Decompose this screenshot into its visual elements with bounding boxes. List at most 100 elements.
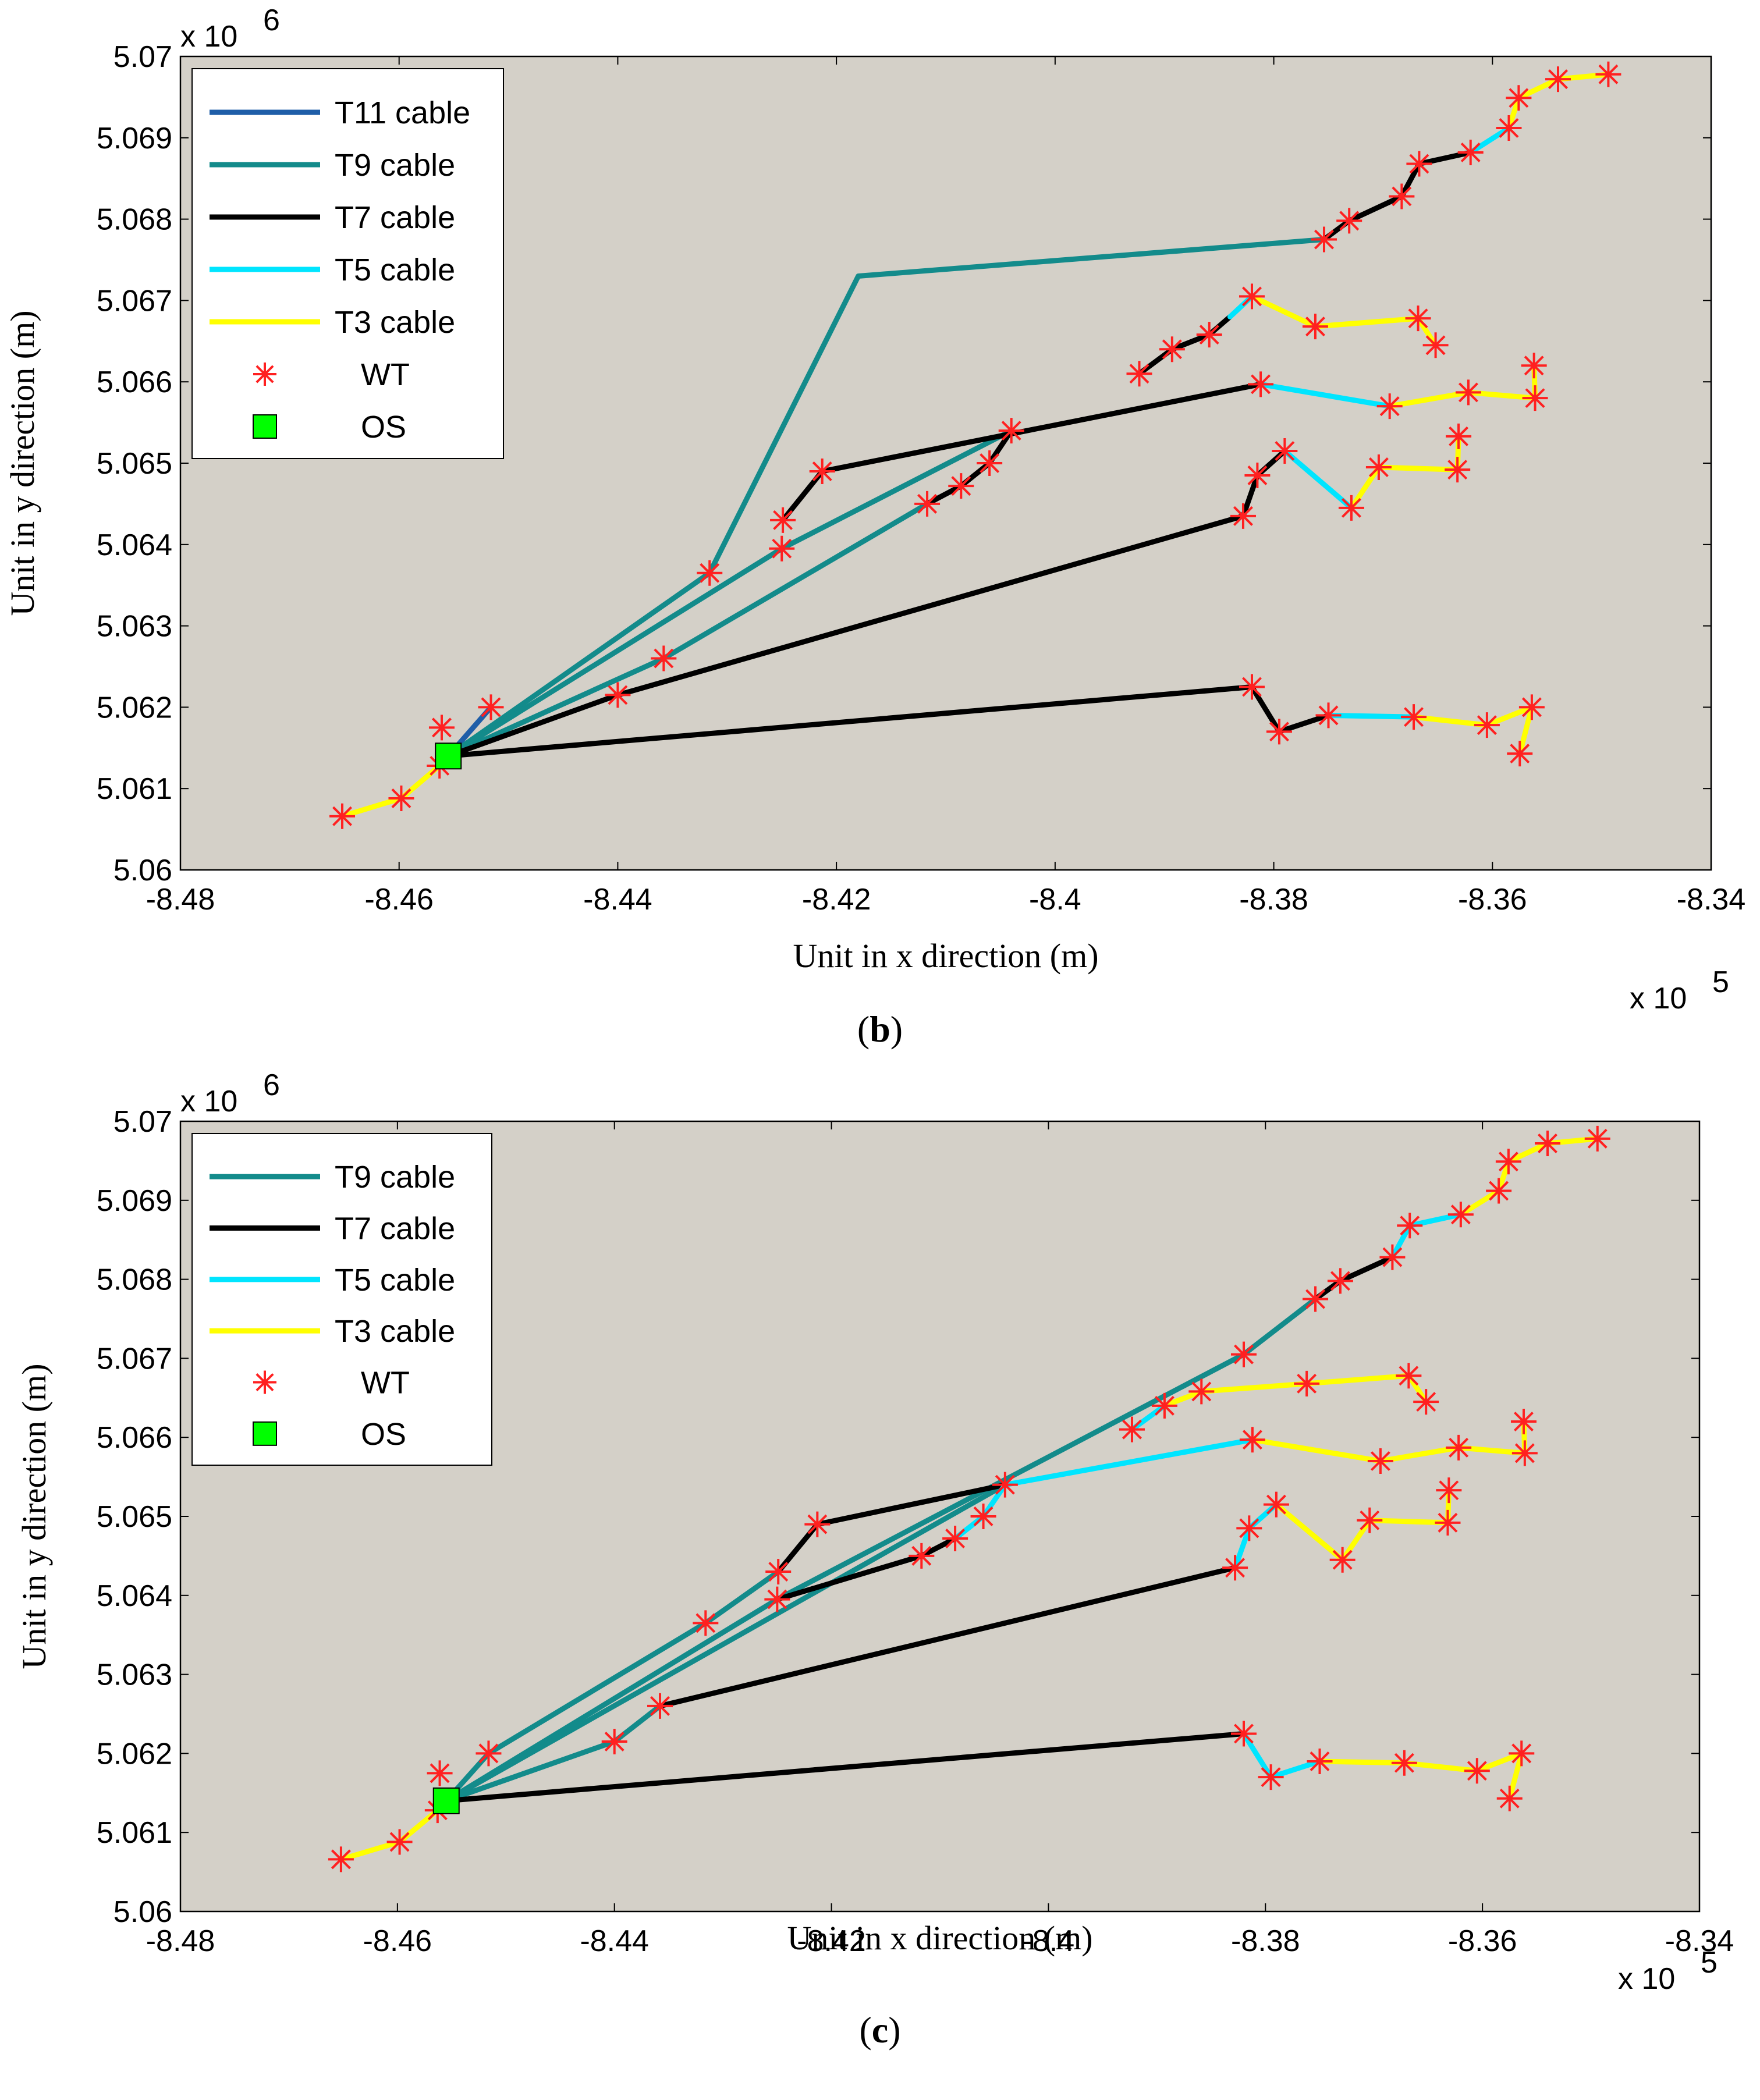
legend-swatch [253, 1421, 277, 1446]
wt-point [1236, 1515, 1262, 1541]
wt-point [1266, 719, 1292, 745]
x-tick-label: -8.44 [583, 883, 652, 916]
y-tick-label: 5.063 [97, 610, 172, 644]
wt-point [1391, 1750, 1417, 1776]
legend-label: WT [361, 1366, 410, 1401]
wt-point [478, 694, 504, 720]
y-tick-label: 5.064 [97, 528, 172, 562]
wt-point [328, 1846, 354, 1872]
series-line-t7 [924, 428, 1014, 507]
y-tick-label: 5.06 [113, 1895, 172, 1929]
wt-point [809, 458, 835, 484]
wt-point [1230, 503, 1256, 529]
x-tick-label: -8.48 [146, 883, 215, 916]
wt-point [1159, 336, 1185, 363]
plot-marks [328, 1125, 1610, 1872]
wt-point [1329, 1547, 1356, 1573]
wt-point [1413, 1389, 1439, 1415]
series-line-t3 [1349, 433, 1461, 511]
series-line-t5 [1326, 712, 1417, 720]
wt-point [1231, 1721, 1257, 1747]
legend-swatch [253, 414, 277, 439]
wt-point [1464, 1758, 1490, 1784]
wt-point [1405, 305, 1431, 332]
y-tick-label: 5.067 [97, 284, 172, 318]
wt-point [1396, 1363, 1422, 1389]
panel-label: (c) [859, 2009, 900, 2051]
legend-label: T5 cable [335, 253, 455, 287]
wt-point [1307, 1748, 1333, 1774]
wt-point [992, 1472, 1018, 1498]
y-tick-label: 5.062 [97, 691, 172, 724]
y-exponent-power: 6 [263, 1068, 280, 1102]
series-line-t9 [443, 1569, 781, 1804]
legend-entry: OS [253, 410, 406, 445]
y-tick-label: 5.061 [97, 1816, 172, 1850]
legend-entry: T7 cable [210, 200, 455, 235]
wt-point [697, 560, 723, 586]
series-line-t9 [443, 1296, 1318, 1804]
x-tick-label: -8.42 [797, 1924, 866, 1958]
wt-point [1507, 741, 1533, 767]
x-exponent-power: 5 [1701, 1946, 1718, 1980]
wt-point [1446, 1434, 1472, 1461]
y-tick-label: 5.062 [97, 1737, 172, 1771]
legend-label: T7 cable [335, 200, 455, 235]
wt-point [651, 645, 677, 671]
wt-point [1457, 139, 1484, 165]
x-tick-label: -8.46 [363, 1924, 432, 1958]
legend-entry: OS [253, 1417, 406, 1452]
x-tick-label: -8.44 [580, 1924, 649, 1958]
wt-point [1474, 712, 1500, 738]
wt-point [1311, 226, 1337, 253]
y-exponent: x 10 [180, 20, 237, 54]
wt-point [647, 1693, 673, 1719]
legend: T9 cable T7 cable T5 cable T3 cable WT OS [191, 1133, 492, 1466]
wt-point [1511, 1440, 1538, 1466]
series-line-t7 [445, 684, 1331, 759]
wt-point [1327, 1268, 1353, 1294]
wt-point [1379, 1244, 1406, 1270]
wt-point [769, 535, 795, 562]
wt-point [1406, 151, 1432, 177]
wt-point [1545, 66, 1571, 93]
wt-point [1521, 353, 1547, 379]
os-point [435, 742, 462, 770]
wt-point [1315, 702, 1342, 729]
legend-entry: T5 cable [210, 1263, 455, 1298]
wt-point [1445, 457, 1471, 483]
wt-point [1294, 1370, 1320, 1397]
wt-point [1397, 1213, 1423, 1239]
chart-panel-c: -8.48 -8.46 -8.44 -8.42 -8.4 -8.38 -8.36 -8.345… [15, 1068, 1734, 2051]
panel-label: (b) [857, 1008, 903, 1050]
x-tick-label: -8.36 [1448, 1924, 1517, 1958]
series-line-t7 [657, 1565, 1238, 1709]
wt-point [1303, 1286, 1329, 1312]
wt-point [1376, 393, 1403, 420]
series-line-t5 [1282, 448, 1354, 511]
wt-point [977, 450, 1003, 476]
x-tick-label: -8.36 [1458, 883, 1527, 916]
y-tick-label: 5.07 [113, 1105, 172, 1139]
wt-point [1495, 1149, 1521, 1175]
axes: -8.48 -8.46 -8.44 -8.42 -8.4 -8.38 -8.36 -8.34 5… [97, 40, 1745, 916]
y-tick-label: 5.068 [97, 1263, 172, 1297]
plot-frame [179, 1120, 1701, 1913]
wt-point [1422, 332, 1449, 358]
chart-panel-b: -8.48 -8.46 -8.44 -8.42 -8.4 -8.38 -8.36 -8.34 5… [3, 3, 1745, 1050]
series-line-t9 [445, 237, 1327, 759]
y-tick-label: 5.067 [97, 1342, 172, 1376]
legend-entry: T3 cable [210, 1314, 455, 1349]
plot-frame [179, 55, 1712, 871]
wt-point [1455, 379, 1481, 406]
wt-point [1496, 1785, 1523, 1811]
legend-entry: WT [253, 1366, 410, 1401]
x-axis-label: Unit in x direction (m) [787, 1919, 1092, 1957]
y-tick-label: 5.068 [97, 203, 172, 237]
y-tick-label: 5.063 [97, 1658, 172, 1692]
wt-point [1244, 462, 1271, 488]
wt-point [1436, 1477, 1462, 1504]
x-tick-label: -8.46 [364, 883, 434, 916]
y-tick-label: 5.06 [113, 854, 172, 887]
legend-box [191, 68, 504, 459]
